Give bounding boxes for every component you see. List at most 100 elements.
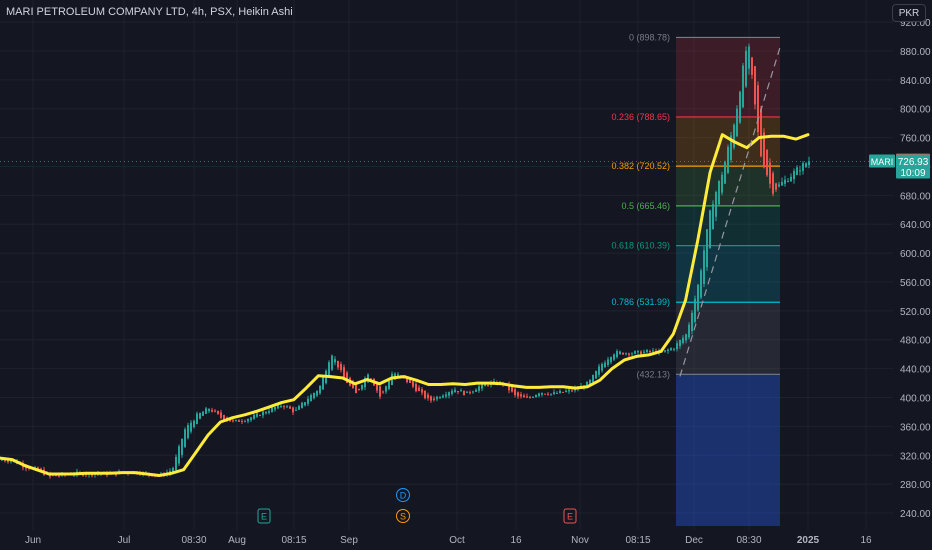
- candle-body: [283, 406, 285, 408]
- candle-body: [199, 413, 201, 419]
- candle-body: [424, 390, 426, 399]
- candle-body: [178, 446, 180, 464]
- candle-body: [694, 298, 696, 322]
- candle-body: [409, 379, 411, 383]
- fib-zone-extension: [676, 374, 780, 526]
- candle-body: [670, 348, 672, 351]
- candle-body: [190, 422, 192, 432]
- event-marker: [396, 509, 410, 523]
- candle-body: [385, 386, 387, 392]
- candle-body: [598, 366, 600, 375]
- candle-body: [523, 395, 525, 398]
- candle-body: [808, 161, 810, 166]
- event-marker-label: D: [400, 491, 407, 501]
- candle-body: [436, 396, 438, 400]
- fib-zone: [676, 37, 780, 117]
- candle-body: [604, 362, 606, 368]
- candle-body: [565, 390, 567, 392]
- candle-body: [784, 179, 786, 184]
- event-marker: [396, 488, 410, 502]
- trend-line[interactable]: [679, 47, 781, 377]
- x-tick-label: Oct: [449, 535, 465, 546]
- candle-body: [721, 174, 723, 193]
- candle-body: [193, 420, 195, 428]
- candle-body: [415, 383, 417, 392]
- candle-body: [211, 409, 213, 412]
- candle-body: [181, 438, 183, 455]
- time-axis[interactable]: Jun Jul 08:30 Aug 08:15 Sep Oct 16 Nov 08:15 Dec 08…: [25, 535, 872, 546]
- candle-body: [541, 392, 543, 395]
- candle-body: [355, 384, 357, 394]
- candle-body: [328, 362, 330, 378]
- candle-body: [451, 390, 453, 394]
- candle-body: [298, 406, 300, 410]
- candle-body: [448, 392, 450, 396]
- candle-body: [202, 411, 204, 416]
- candle-body: [517, 392, 519, 397]
- event-marker-label: E: [261, 512, 267, 522]
- candle-body: [676, 343, 678, 349]
- candle-body: [442, 395, 444, 398]
- candle-body: [775, 183, 777, 190]
- candle-body: [313, 392, 315, 399]
- fib-level-label: 0.236 (788.65): [611, 112, 670, 122]
- candle-body: [274, 407, 276, 410]
- candle-body: [745, 50, 747, 87]
- candle-body: [7, 460, 9, 463]
- candle-body: [214, 410, 216, 412]
- candle-body: [622, 352, 624, 355]
- candle-body: [187, 425, 189, 439]
- candle-body: [331, 355, 333, 370]
- event-markers[interactable]: D S E E: [257, 488, 577, 524]
- countdown-label: 10:09: [900, 168, 925, 179]
- candle-body: [259, 415, 261, 417]
- currency-button[interactable]: PKR: [892, 4, 926, 22]
- y-tick-label: 920.00: [900, 18, 931, 29]
- candle-body: [412, 381, 414, 387]
- candle-body: [538, 393, 540, 397]
- candle-body: [706, 229, 708, 268]
- candle-body: [58, 475, 60, 477]
- y-tick-label: 440.00: [900, 365, 931, 376]
- x-tick-label: Nov: [571, 535, 589, 546]
- candle-body: [172, 468, 174, 473]
- y-tick-label: 800.00: [900, 105, 931, 116]
- candle-body: [247, 419, 249, 422]
- candle-body: [619, 351, 621, 354]
- candle-body: [256, 413, 258, 417]
- candle-body: [664, 350, 666, 352]
- candle-body: [322, 376, 324, 390]
- candle-body: [472, 391, 474, 393]
- fib-level-label: 0.786 (531.99): [611, 297, 670, 307]
- candle-body: [754, 66, 756, 105]
- candle-body: [364, 377, 366, 388]
- candle-body: [550, 393, 552, 395]
- fibonacci-retracement[interactable]: [676, 36, 780, 526]
- fib-level-label: 0.5 (665.46): [621, 201, 670, 211]
- fib-level-label: (432.13): [636, 369, 670, 379]
- candle-body: [742, 65, 744, 108]
- candle-body: [796, 167, 798, 176]
- symbol-tag: [869, 154, 895, 168]
- candle-body: [640, 351, 642, 355]
- candle-body: [691, 312, 693, 332]
- candle-body: [508, 383, 510, 391]
- candle-body: [646, 349, 648, 353]
- candle-body: [628, 353, 630, 355]
- candle-body: [571, 390, 573, 392]
- candle-body: [739, 91, 741, 123]
- candle-body: [307, 398, 309, 404]
- candle-body: [700, 270, 702, 298]
- candle-body: [637, 350, 639, 353]
- candle-body: [751, 57, 753, 75]
- candle-body: [358, 389, 360, 391]
- x-tick-label: 08:30: [181, 535, 206, 546]
- candle-body: [466, 391, 468, 393]
- candle-body: [370, 378, 372, 380]
- candle-body: [697, 284, 699, 311]
- candle-body: [238, 420, 240, 422]
- candle-body: [526, 396, 528, 398]
- candle-body: [319, 385, 321, 394]
- candle-body: [346, 372, 348, 383]
